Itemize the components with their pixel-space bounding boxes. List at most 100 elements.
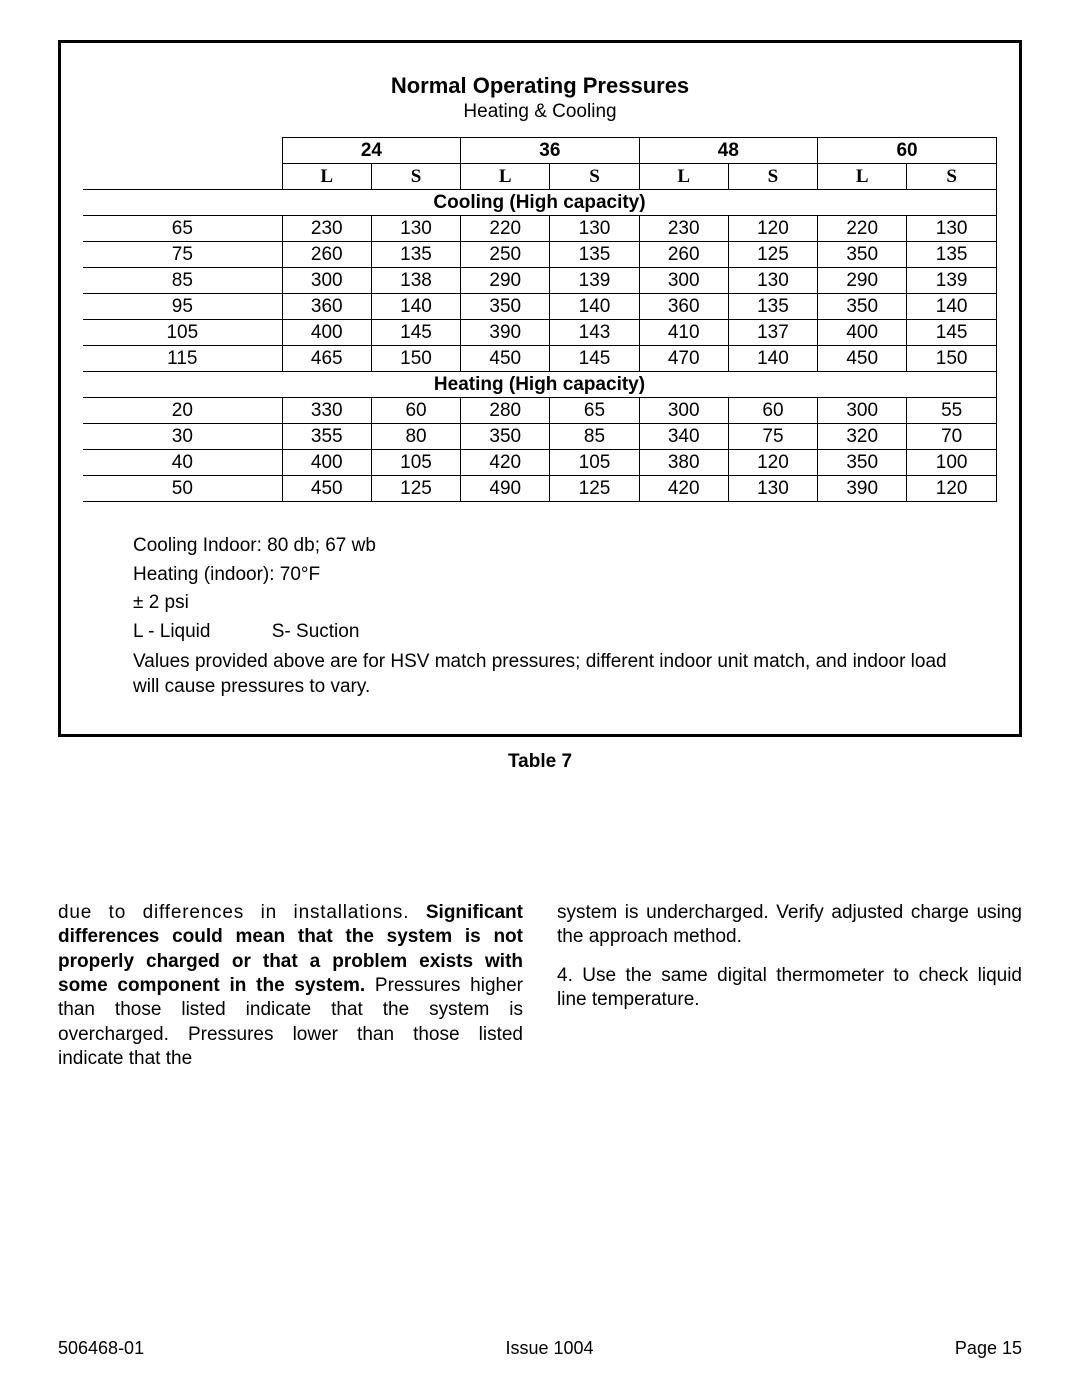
note-heating-indoor: Heating (indoor): 70°F	[133, 563, 963, 588]
row-temp: 50	[83, 476, 282, 502]
section-label: Cooling (High capacity)	[83, 190, 997, 216]
cell: 130	[728, 268, 817, 294]
cell: 450	[282, 476, 371, 502]
cell: 125	[550, 476, 639, 502]
row-temp: 40	[83, 450, 282, 476]
page-footer: 506468-01 Issue 1004 Page 15	[58, 1338, 1022, 1359]
header-L: L	[818, 164, 907, 190]
table-row: 40400105420105380120350100	[83, 450, 997, 476]
cell: 330	[282, 398, 371, 424]
header-S: S	[907, 164, 997, 190]
cell: 100	[907, 450, 997, 476]
cell: 350	[818, 450, 907, 476]
cell: 470	[639, 346, 728, 372]
legend-liquid: L - Liquid	[133, 621, 210, 642]
cell: 290	[461, 268, 550, 294]
table-row: 65230130220130230120220130	[83, 216, 997, 242]
left-paragraph: due to differences in installations. Sig…	[58, 901, 523, 1071]
header-60: 60	[818, 138, 997, 164]
cell: 60	[728, 398, 817, 424]
note-disclaimer: Values provided above are for HSV match …	[133, 649, 963, 700]
cell: 420	[461, 450, 550, 476]
row-temp: 95	[83, 294, 282, 320]
header-corner	[83, 138, 282, 190]
cell: 145	[371, 320, 460, 346]
cell: 300	[639, 268, 728, 294]
cell: 139	[550, 268, 639, 294]
header-S: S	[728, 164, 817, 190]
cell: 450	[461, 346, 550, 372]
left-column: due to differences in installations. Sig…	[58, 901, 523, 1085]
cell: 85	[550, 424, 639, 450]
cell: 350	[818, 242, 907, 268]
cell: 350	[818, 294, 907, 320]
cell: 350	[461, 294, 550, 320]
cell: 55	[907, 398, 997, 424]
cell: 400	[282, 450, 371, 476]
cell: 280	[461, 398, 550, 424]
cell: 400	[282, 320, 371, 346]
cell: 350	[461, 424, 550, 450]
cell: 125	[728, 242, 817, 268]
cell: 450	[818, 346, 907, 372]
cell: 65	[550, 398, 639, 424]
cell: 400	[818, 320, 907, 346]
cell: 380	[639, 450, 728, 476]
cell: 105	[550, 450, 639, 476]
cell: 137	[728, 320, 817, 346]
cell: 75	[728, 424, 817, 450]
cell: 125	[371, 476, 460, 502]
footer-right: Page 15	[955, 1338, 1022, 1359]
cell: 300	[282, 268, 371, 294]
cell: 80	[371, 424, 460, 450]
cell: 490	[461, 476, 550, 502]
body-columns: due to differences in installations. Sig…	[58, 901, 1022, 1085]
pressures-table: 24 36 48 60 L S L S L S L S Cooling (Hig…	[83, 137, 997, 502]
cell: 135	[728, 294, 817, 320]
cell: 290	[818, 268, 907, 294]
table-row: 85300138290139300130290139	[83, 268, 997, 294]
cell: 230	[639, 216, 728, 242]
footer-center: Issue 1004	[505, 1338, 593, 1359]
header-L: L	[639, 164, 728, 190]
row-temp: 105	[83, 320, 282, 346]
header-48: 48	[639, 138, 817, 164]
cell: 145	[550, 346, 639, 372]
header-24: 24	[282, 138, 460, 164]
cell: 120	[728, 216, 817, 242]
row-temp: 30	[83, 424, 282, 450]
section-row: Cooling (High capacity)	[83, 190, 997, 216]
cell: 340	[639, 424, 728, 450]
table-row: 95360140350140360135350140	[83, 294, 997, 320]
table-title: Normal Operating Pressures	[83, 73, 997, 99]
cell: 120	[728, 450, 817, 476]
table-notes: Cooling Indoor: 80 db; 67 wb Heating (in…	[133, 534, 963, 700]
cell: 320	[818, 424, 907, 450]
note-tolerance: ± 2 psi	[133, 591, 963, 616]
cell: 130	[550, 216, 639, 242]
cell: 143	[550, 320, 639, 346]
cell: 410	[639, 320, 728, 346]
cell: 300	[639, 398, 728, 424]
table-row: 3035580350853407532070	[83, 424, 997, 450]
header-S: S	[371, 164, 460, 190]
cell: 120	[907, 476, 997, 502]
note-legend: L - Liquid S- Suction	[133, 620, 963, 645]
header-L: L	[461, 164, 550, 190]
legend-suction: S- Suction	[272, 621, 360, 642]
cell: 130	[907, 216, 997, 242]
page: Normal Operating Pressures Heating & Coo…	[0, 0, 1080, 1085]
cell: 260	[639, 242, 728, 268]
cell: 220	[818, 216, 907, 242]
cell: 130	[371, 216, 460, 242]
header-36: 36	[461, 138, 639, 164]
table-row: 50450125490125420130390120	[83, 476, 997, 502]
cell: 260	[282, 242, 371, 268]
cell: 250	[461, 242, 550, 268]
section-label: Heating (High capacity)	[83, 372, 997, 398]
cell: 220	[461, 216, 550, 242]
cell: 360	[282, 294, 371, 320]
table-caption: Table 7	[58, 751, 1022, 773]
cell: 140	[728, 346, 817, 372]
cell: 390	[461, 320, 550, 346]
